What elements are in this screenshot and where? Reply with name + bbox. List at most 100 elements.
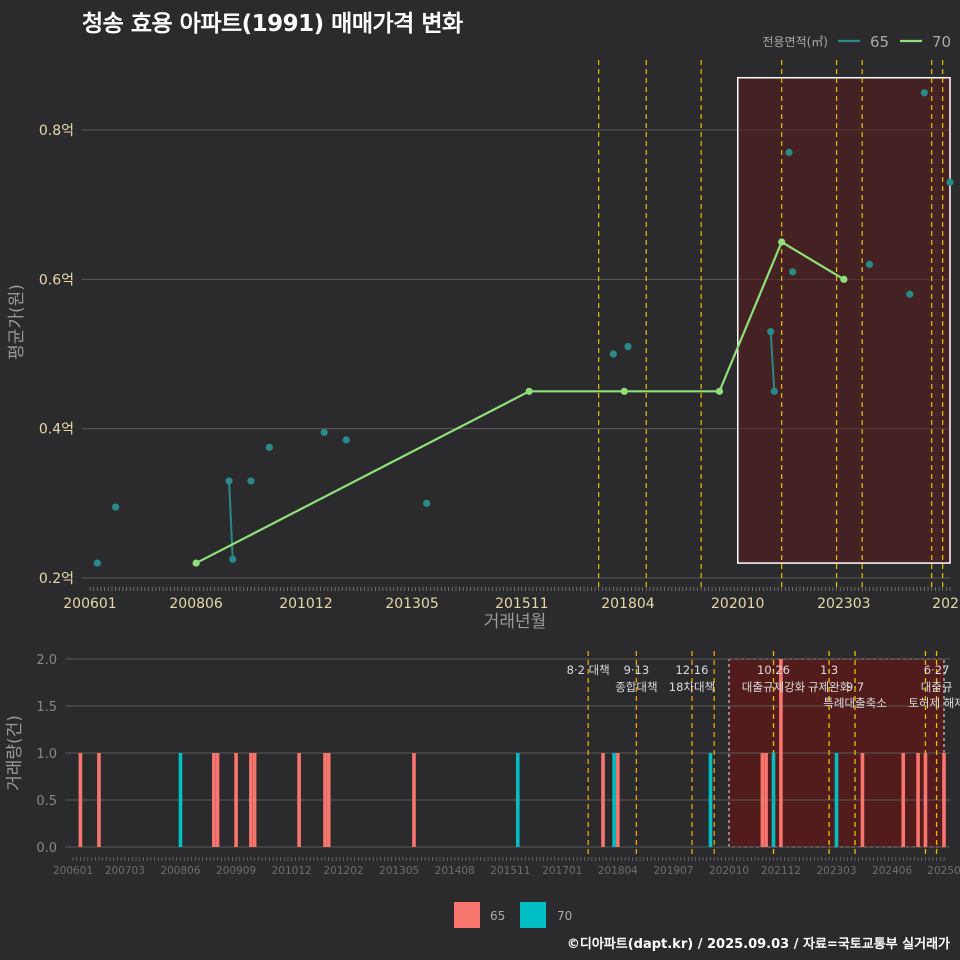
- price-x-tick-label-1: 200806: [169, 596, 223, 612]
- volume-bar-65-23: [901, 753, 906, 847]
- volume-x-tick-label-0: 200601: [53, 865, 93, 877]
- volume-x-tick-label-11: 201907: [653, 865, 693, 877]
- volume-bar-70-14: [612, 753, 616, 847]
- series-65-point-2: [225, 477, 233, 485]
- volume-x-tick-label-10: 201804: [598, 865, 638, 877]
- series-65-point-3: [229, 555, 237, 563]
- series-65-point-8: [423, 499, 431, 507]
- volume-bar-65-5: [234, 753, 238, 847]
- volume-bar-65-8: [297, 753, 301, 847]
- source-footer: ©디아파트(dapt.kr) / 2025.09.03 / 자료=국토교통부 실…: [566, 937, 950, 952]
- price-highlight-box: [736, 76, 951, 564]
- policy-annotation-6-line3: 토허제 해제: [908, 696, 960, 710]
- volume-legend-swatch-70: [520, 902, 546, 928]
- volume-bar-65-15: [616, 753, 620, 847]
- volume-legend-swatch-65: [454, 902, 480, 928]
- series-70-point-4: [778, 238, 786, 246]
- series-65-point-18: [946, 178, 954, 186]
- price-x-tick-label-8: 2025: [932, 596, 960, 612]
- volume-x-tick-label-5: 201202: [324, 865, 364, 877]
- volume-x-tick-label-8: 201511: [490, 865, 530, 877]
- volume-y-tick-label-0: 0.0: [36, 841, 57, 856]
- volume-bar-70-16: [708, 753, 713, 847]
- chart-title: 청송 효용 아파트(1991) 매매가격 변화: [82, 11, 463, 37]
- policy-annotation-6-line2: 대출규: [921, 680, 953, 694]
- volume-bar-65-25: [923, 753, 928, 847]
- series-65-point-5: [265, 443, 273, 451]
- price-x-tick-label-6: 202010: [711, 596, 764, 612]
- volume-bar-65-22: [860, 753, 865, 847]
- volume-y-axis-title: 거래량(건): [5, 715, 25, 791]
- series-65-point-1: [112, 503, 120, 511]
- series-65-point-12: [770, 387, 778, 395]
- series-70-point-0: [192, 559, 200, 567]
- volume-x-tick-label-12: 202010: [709, 865, 749, 877]
- volume-x-tick-label-16: 20250: [927, 865, 960, 877]
- volume-bar-65-1: [97, 753, 101, 847]
- policy-annotation-2-line1: 12·16: [675, 663, 708, 677]
- price-x-tick-label-3: 201305: [385, 596, 438, 612]
- volume-bar-65-17: [760, 753, 765, 847]
- volume-y-tick-label-2: 1.0: [36, 747, 57, 762]
- volume-bar-70-2: [178, 753, 183, 847]
- price-y-tick-label-2: 0.6억: [39, 272, 74, 288]
- series-70-point-3: [715, 387, 724, 395]
- volume-bar-65-13: [601, 753, 605, 847]
- volume-x-tick-label-1: 200703: [105, 865, 145, 877]
- volume-bar-65-3: [212, 753, 216, 847]
- series-70-point-1: [525, 387, 533, 395]
- volume-legend-label-65: 65: [490, 909, 505, 923]
- policy-annotation-2-line2: 18차대책: [669, 680, 715, 694]
- volume-x-tick-label-13: 202112: [761, 865, 801, 877]
- series-65-point-9: [609, 350, 617, 358]
- series-65-point-13: [785, 148, 793, 156]
- volume-bar-65-9: [323, 753, 327, 847]
- volume-bar-65-24: [916, 753, 920, 847]
- volume-x-tick-label-9: 201701: [542, 865, 582, 877]
- volume-x-tick-label-3: 200909: [216, 865, 256, 877]
- price-y-tick-label-1: 0.4억: [39, 422, 74, 438]
- volume-x-tick-label-6: 201305: [379, 865, 419, 877]
- legend-label-70: 70: [932, 33, 951, 51]
- volume-x-tick-label-15: 202406: [872, 865, 912, 877]
- price-y-tick-label-0: 0.2억: [39, 571, 74, 587]
- series-65-point-7: [342, 436, 350, 444]
- policy-annotation-3-line2: 대출규제강화: [742, 680, 806, 694]
- volume-bar-65-10: [326, 753, 331, 847]
- volume-bar-65-0: [78, 753, 83, 847]
- volume-bar-65-20: [779, 659, 783, 847]
- series-65-point-17: [920, 89, 928, 97]
- series-65-point-16: [906, 290, 914, 298]
- price-y-tick-label-3: 0.8억: [39, 123, 74, 139]
- legend-title: 전용면적(㎡): [762, 35, 828, 49]
- series-65-point-14: [789, 268, 797, 276]
- price-x-tick-label-4: 201511: [495, 596, 548, 612]
- policy-annotation-1-line2: 종합대책: [615, 680, 657, 694]
- volume-bar-65-6: [249, 753, 253, 847]
- volume-bar-65-18: [764, 753, 768, 847]
- price-y-axis-title: 평균가(원): [7, 284, 27, 360]
- price-x-axis-title: 거래년월: [484, 612, 547, 632]
- series-70-point-5: [840, 275, 848, 283]
- volume-x-tick-label-2: 200806: [160, 865, 200, 877]
- series-65-point-0: [93, 559, 101, 567]
- series-65-point-10: [624, 342, 632, 351]
- volume-x-tick-label-4: 201012: [272, 865, 312, 877]
- series-65-point-15: [865, 260, 874, 268]
- series-65-point-4: [247, 477, 255, 485]
- price-x-tick-label-5: 201804: [601, 596, 655, 612]
- volume-y-tick-label-3: 1.5: [36, 700, 57, 715]
- volume-bar-70-12: [515, 753, 520, 847]
- series-65-line-0: [228, 480, 234, 560]
- volume-bar-65-26: [942, 753, 946, 847]
- price-x-tick-label-7: 202303: [817, 596, 870, 612]
- volume-bar-65-4: [215, 753, 220, 847]
- volume-x-tick-label-7: 201408: [435, 865, 475, 877]
- volume-y-tick-label-1: 0.5: [36, 794, 57, 809]
- series-65-point-11: [767, 328, 775, 336]
- volume-x-tick-label-14: 202303: [816, 865, 856, 877]
- legend-label-65: 65: [870, 33, 889, 51]
- policy-annotation-3-line1: 10·26: [757, 663, 790, 677]
- series-70-point-2: [620, 387, 628, 395]
